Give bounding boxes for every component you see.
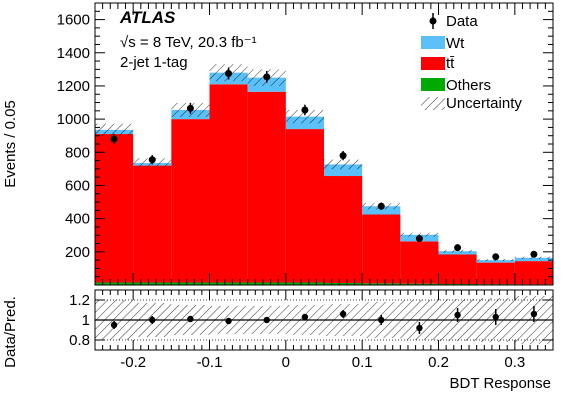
uncertainty-bin-8 (400, 232, 439, 237)
data-point-0 (110, 135, 118, 143)
ratio-point-4 (263, 316, 270, 324)
legend-wt-swatch (421, 36, 445, 49)
legend-wt-label: Wt (446, 35, 465, 52)
bar-others-1 (133, 282, 172, 285)
bar-tt-11 (514, 261, 553, 285)
x-tick-label-3: 0.1 (352, 354, 373, 371)
ratio-y-tick-label-1: 1 (82, 312, 90, 329)
bar-wt-6 (324, 164, 363, 177)
legend-others-swatch (421, 78, 445, 91)
data-point-2 (186, 104, 194, 112)
bar-tt-9 (438, 254, 477, 285)
data-point-3 (225, 70, 233, 77)
y-tick-label-2: 600 (65, 177, 90, 194)
x-axis-label: BDT Response (450, 375, 551, 392)
region-annotation: 2-jet 1-tag (120, 54, 188, 71)
bar-tt-1 (133, 165, 172, 283)
x-tick-label-2: 0 (282, 354, 290, 371)
ratio-plot-panel: 0.8 1 1.2 -0.2 -0.1 0 0.1 0.2 0.3 Data/Pred. BD… (2, 289, 554, 392)
legend: Data Wt tt̄ Others Uncertainty (421, 13, 522, 112)
bar-wt-11 (514, 257, 553, 262)
ratio-point-10 (492, 313, 499, 321)
legend-data-label: Data (446, 13, 478, 30)
bar-tt-3 (209, 84, 248, 283)
ratio-point-5 (301, 313, 309, 321)
ratio-point-3 (225, 317, 232, 325)
bar-others-3 (209, 282, 248, 285)
stacked-histogram (95, 72, 553, 285)
main-x-axis (94, 3, 554, 285)
bar-tt-4 (247, 91, 286, 283)
y-tick-label-1: 400 (65, 211, 90, 228)
ratio-point-9 (454, 311, 461, 319)
bar-others-8 (400, 283, 439, 285)
bar-others-0 (95, 282, 134, 285)
data-points (110, 67, 538, 261)
ratio-point-8 (416, 324, 423, 332)
bar-wt-7 (362, 206, 401, 215)
ratio-x-axis: -0.2 -0.1 0 0.1 0.2 0.3 (94, 290, 554, 371)
data-point-8 (415, 235, 423, 243)
ratio-reference-lines (95, 299, 553, 341)
data-point-5 (301, 106, 309, 114)
bar-wt-9 (438, 251, 477, 255)
data-point-1 (148, 156, 156, 164)
bar-others-7 (362, 283, 401, 285)
bar-others-5 (285, 282, 324, 285)
ratio-point-0 (110, 321, 118, 329)
energy-lumi-annotation: √s = 8 TeV, 20.3 fb⁻¹ (120, 34, 257, 51)
bar-tt-10 (476, 262, 515, 285)
ratio-point-6 (339, 310, 347, 318)
bar-tt-0 (95, 134, 134, 283)
x-tick-label-4: 0.2 (428, 354, 449, 371)
bar-tt-6 (324, 176, 363, 284)
ratio-point-2 (187, 315, 194, 323)
bar-others-2 (171, 282, 210, 285)
bar-tt-8 (400, 241, 439, 284)
bar-others-6 (324, 283, 363, 285)
ratio-points (110, 306, 538, 334)
legend-others-label: Others (446, 77, 491, 94)
data-point-6 (339, 152, 347, 160)
data-point-4 (263, 73, 271, 81)
x-tick-label-5: 0.3 (504, 354, 525, 371)
legend-ttbar-swatch (421, 57, 445, 70)
bar-tt-7 (362, 214, 401, 284)
y-tick-label-5: 1200 (57, 78, 90, 95)
data-point-10 (492, 253, 500, 261)
data-point-11 (530, 250, 538, 258)
legend-uncertainty-label: Uncertainty (446, 95, 522, 112)
main-y-axis: 200 400 600 800 1000 1200 1400 1600 (57, 10, 553, 278)
bar-wt-10 (476, 260, 515, 263)
bar-tt-5 (285, 129, 324, 283)
x-tick-label-1: -0.1 (197, 354, 223, 371)
x-tick-label-0: -0.2 (120, 354, 146, 371)
legend-data-marker (429, 13, 437, 29)
y-tick-label-0: 200 (65, 244, 90, 261)
y-tick-label-4: 1000 (57, 111, 90, 128)
data-point-9 (454, 244, 462, 252)
ratio-point-1 (149, 316, 156, 324)
legend-ttbar-label: tt̄ (446, 55, 455, 72)
ratio-point-11 (530, 310, 538, 318)
ratio-point-7 (378, 316, 385, 324)
atlas-label: ATLAS (119, 8, 176, 27)
uncertainty-bin-6 (324, 159, 363, 170)
ratio-y-axis-label: Data/Pred. (2, 296, 19, 368)
bar-tt-2 (171, 119, 210, 283)
ratio-y-tick-label-0: 0.8 (69, 332, 90, 349)
ratio-y-axis: 0.8 1 1.2 (69, 292, 553, 349)
bar-others-4 (247, 282, 286, 285)
y-tick-label-7: 1600 (57, 12, 90, 29)
y-axis-label: Events / 0.05 (2, 100, 19, 188)
y-tick-label-6: 1400 (57, 45, 90, 62)
main-plot-panel: 200 400 600 800 1000 1200 1400 1600 Events / 0.… (2, 2, 554, 286)
uncertainty-bin-0 (95, 123, 134, 137)
y-tick-label-3: 800 (65, 144, 90, 161)
uncertainty-bin-5 (285, 109, 324, 124)
ratio-y-tick-label-2: 1.2 (69, 292, 90, 309)
legend-uncertainty-swatch (421, 97, 445, 110)
data-point-7 (377, 202, 385, 210)
